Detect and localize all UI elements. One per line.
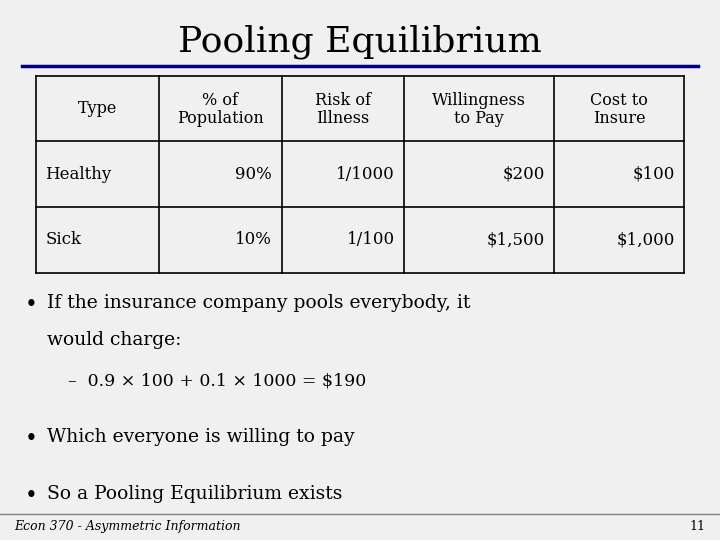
Text: •: • <box>25 485 38 507</box>
Text: Type: Type <box>78 100 117 117</box>
Text: Econ 370 - Asymmetric Information: Econ 370 - Asymmetric Information <box>14 520 241 533</box>
Text: $1,500: $1,500 <box>487 231 545 248</box>
Text: If the insurance company pools everybody, it: If the insurance company pools everybody… <box>47 294 470 312</box>
Text: $200: $200 <box>503 166 545 183</box>
Text: Risk of: Risk of <box>315 92 371 109</box>
Text: 10%: 10% <box>235 231 272 248</box>
Text: 1/100: 1/100 <box>347 231 395 248</box>
Text: Pooling Equilibrium: Pooling Equilibrium <box>178 24 542 59</box>
Text: % of: % of <box>202 92 238 109</box>
Text: Healthy: Healthy <box>45 166 112 183</box>
Text: –  0.9 × 100 + 0.1 × 1000 = $190: – 0.9 × 100 + 0.1 × 1000 = $190 <box>68 373 366 389</box>
Text: •: • <box>25 428 38 450</box>
Text: $1,000: $1,000 <box>616 231 675 248</box>
Text: would charge:: would charge: <box>47 331 181 349</box>
Text: •: • <box>25 294 38 316</box>
Text: Sick: Sick <box>45 231 81 248</box>
Text: Cost to: Cost to <box>590 92 648 109</box>
Text: to Pay: to Pay <box>454 110 504 127</box>
Text: 11: 11 <box>690 520 706 533</box>
Text: 1/1000: 1/1000 <box>336 166 395 183</box>
Text: Willingness: Willingness <box>433 92 526 109</box>
Text: $100: $100 <box>632 166 675 183</box>
Text: Insure: Insure <box>593 110 646 127</box>
Text: Population: Population <box>177 110 264 127</box>
Text: Illness: Illness <box>316 110 369 127</box>
Text: 90%: 90% <box>235 166 272 183</box>
Text: So a Pooling Equilibrium exists: So a Pooling Equilibrium exists <box>47 485 342 503</box>
Text: Which everyone is willing to pay: Which everyone is willing to pay <box>47 428 354 446</box>
